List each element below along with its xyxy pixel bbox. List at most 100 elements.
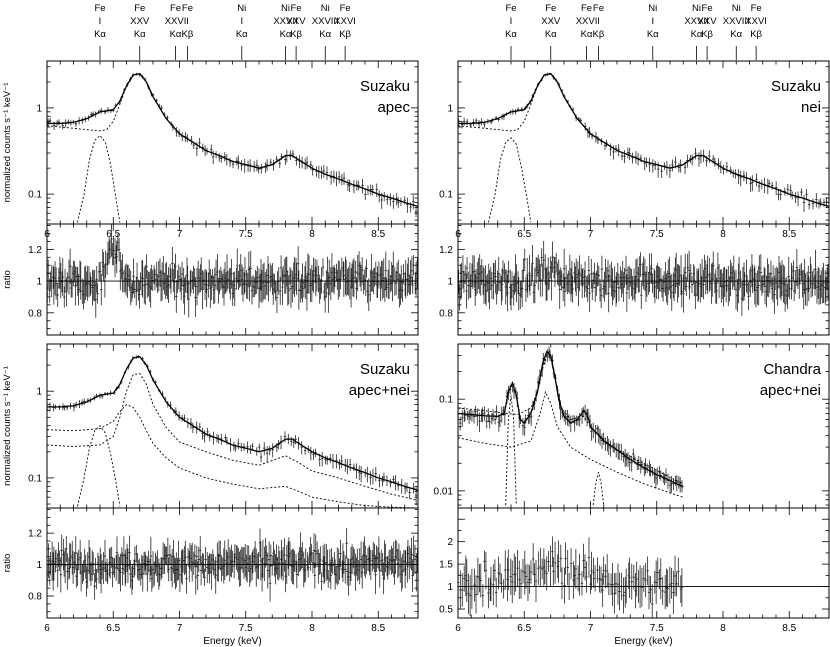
x-tick-label: 7 xyxy=(588,623,594,634)
x-tick-label: 7.5 xyxy=(239,623,253,634)
line-id-label: Ni xyxy=(237,3,246,14)
axes-frame xyxy=(457,507,830,619)
line-id-label: Kβ xyxy=(182,29,194,40)
line-id-label: Ni xyxy=(281,3,290,14)
line-id-label: Kβ xyxy=(750,29,762,40)
line-id-label: I xyxy=(99,16,102,27)
line-id-label: Ni xyxy=(732,3,741,14)
line-id-label: Kβ xyxy=(701,29,713,40)
x-tick-label: 6.5 xyxy=(517,229,531,240)
x-tick-label: 7 xyxy=(177,623,183,634)
panel-4: 1 0.1 normalized counts s⁻¹ keV⁻¹ Suzaku ape… xyxy=(2,343,419,509)
x-tick-label: 6.5 xyxy=(106,229,120,240)
panel-3: 1.2 1 0.8 xyxy=(439,223,830,336)
y-axis-label: normalized counts s⁻¹ keV⁻¹ xyxy=(2,366,13,486)
component-curve xyxy=(592,472,605,506)
line-id-label: Fe xyxy=(545,3,556,14)
y-tick-label: 0.1 xyxy=(439,395,453,406)
line-id-label: XXVI xyxy=(165,16,187,27)
line-id-label: Kα xyxy=(236,29,248,40)
x-tick-label: 8 xyxy=(309,623,315,634)
line-id-label: Ni xyxy=(648,3,657,14)
y-axis-label: ratio xyxy=(2,554,13,572)
line-id-label: Fe xyxy=(94,3,105,14)
y-tick-label: 0.8 xyxy=(439,308,453,319)
y-tick-label: 1 xyxy=(36,103,42,114)
line-id-label: I xyxy=(597,16,600,27)
component-curve xyxy=(488,137,532,223)
plot-area xyxy=(47,528,418,602)
y-tick-label: 0.1 xyxy=(28,190,42,201)
line-id-label: Kα xyxy=(730,29,742,40)
panel-label-model: apec xyxy=(377,99,410,116)
line-id-label: I xyxy=(510,16,513,27)
panel-7: 6 6.5 7 7.5 8 8.5 Energy (keV) 2 1.5 1 0.5 xyxy=(439,507,830,647)
panel-2: 6 6.5 7 7.5 8 8.510.1SuzakuneiFeIKαFeXXVKαFeX… xyxy=(439,3,830,240)
component-curve xyxy=(505,395,517,506)
line-id-label: Kα xyxy=(134,29,146,40)
line-id-label: Fe xyxy=(505,3,516,14)
line-id-label: Fe xyxy=(751,3,762,14)
x-tick-label: 7 xyxy=(588,229,594,240)
y-tick-label: 1.5 xyxy=(439,560,453,571)
panel-label-instrument: Suzaku xyxy=(360,361,410,378)
component-curve xyxy=(77,134,121,223)
x-tick-label: 8.5 xyxy=(782,623,796,634)
y-tick-label: 1.2 xyxy=(28,529,42,540)
line-id-label: Fe xyxy=(134,3,145,14)
x-axis-label: Energy (keV) xyxy=(614,636,672,647)
x-tick-label: 8.5 xyxy=(371,623,385,634)
line-id-label: XXV xyxy=(698,16,718,27)
plot-area xyxy=(458,72,829,223)
y-axis-label: ratio xyxy=(2,270,13,288)
component-curve xyxy=(47,404,418,508)
plot-area xyxy=(458,346,684,506)
panel-1: 1.2 1 0.8 ratio xyxy=(2,223,419,336)
x-tick-label: 7.5 xyxy=(650,229,664,240)
line-id-label: Fe xyxy=(170,3,181,14)
line-id-label: XXVII xyxy=(273,16,297,27)
y-tick-label: 1 xyxy=(447,277,453,288)
line-id-label: I xyxy=(186,16,189,27)
x-tick-label: 7.5 xyxy=(239,229,253,240)
panel-5: 6 6.5 7 7.5 8 8.5 Energy (keV) 1.2 1 0.8 ratio xyxy=(2,507,419,647)
line-id-label: Ni xyxy=(321,3,330,14)
line-id-label: Kα xyxy=(647,29,659,40)
plot-area xyxy=(458,241,829,316)
line-id-label: Kα xyxy=(581,29,593,40)
y-tick-label: 1 xyxy=(36,277,42,288)
line-id-label: Kα xyxy=(505,29,517,40)
line-id-label: Kα xyxy=(170,29,182,40)
x-tick-label: 8.5 xyxy=(782,229,796,240)
y-axis-label: normalized counts s⁻¹ keV⁻¹ xyxy=(2,83,13,203)
panel-label-model: apec+nei xyxy=(760,382,821,399)
line-id-label: I xyxy=(651,16,654,27)
line-id-label: Kβ xyxy=(290,29,302,40)
panel-6: 0.1 0.01 Chandra apec+nei xyxy=(434,343,830,509)
panel-label-instrument: Suzaku xyxy=(771,78,821,95)
plot-area xyxy=(47,224,418,318)
line-id-label: I xyxy=(240,16,243,27)
x-tick-label: 6.5 xyxy=(517,623,531,634)
y-tick-label: 0.5 xyxy=(439,605,453,616)
line-id-label: Fe xyxy=(702,3,713,14)
y-tick-label: 1 xyxy=(36,560,42,571)
y-tick-label: 1 xyxy=(36,387,42,398)
line-id-label: XXV xyxy=(287,16,307,27)
line-id-label: XXVII xyxy=(684,16,708,27)
plot-area xyxy=(47,355,418,508)
y-tick-label: 0.8 xyxy=(28,592,42,603)
model-curve xyxy=(47,355,418,491)
y-tick-label: 1 xyxy=(447,582,453,593)
y-tick-label: 2 xyxy=(447,537,453,548)
component-curve xyxy=(458,73,829,207)
line-id-label: XXVI xyxy=(745,16,767,27)
x-tick-label: 7.5 xyxy=(650,623,664,634)
plot-area xyxy=(47,72,418,223)
line-id-label: Kα xyxy=(94,29,106,40)
x-tick-label: 8.5 xyxy=(371,229,385,240)
component-curve xyxy=(47,73,418,207)
x-tick-label: 8 xyxy=(720,623,726,634)
